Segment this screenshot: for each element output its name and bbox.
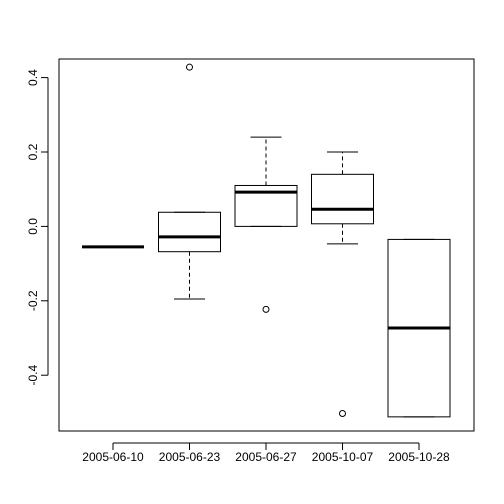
y-tick-label: 0.0 — [26, 218, 40, 235]
outlier-point — [186, 63, 193, 71]
outlier-point — [262, 305, 270, 313]
box-rect — [234, 184, 298, 227]
boxes-layer — [82, 63, 451, 418]
y-tick-label: 0.4 — [26, 69, 40, 86]
y-tick-label: -0.4 — [26, 365, 40, 386]
x-tick-label: 2005-06-10 — [82, 450, 144, 464]
box-rect — [158, 211, 221, 253]
x-tick-label: 2005-10-07 — [312, 450, 374, 464]
x-tick-label: 2005-10-28 — [388, 450, 450, 464]
plot-frame — [58, 58, 475, 432]
y-tick-label: 0.2 — [26, 143, 40, 160]
x-axis: 2005-06-10 2005-06-23 2005-06-27 2005-10-07… — [82, 442, 450, 464]
box-3 — [234, 136, 298, 313]
box-2 — [158, 63, 221, 300]
box-4 — [311, 151, 374, 418]
box-rect — [311, 173, 374, 225]
outlier-point — [339, 410, 346, 418]
x-tick-label: 2005-06-27 — [235, 450, 297, 464]
y-tick-label: -0.2 — [26, 290, 40, 311]
y-axis: -0.4 -0.2 0.0 0.2 0.4 — [26, 69, 49, 386]
x-tick-label: 2005-06-23 — [159, 450, 221, 464]
box-5 — [387, 238, 451, 418]
plot-frame-layer — [58, 58, 475, 432]
